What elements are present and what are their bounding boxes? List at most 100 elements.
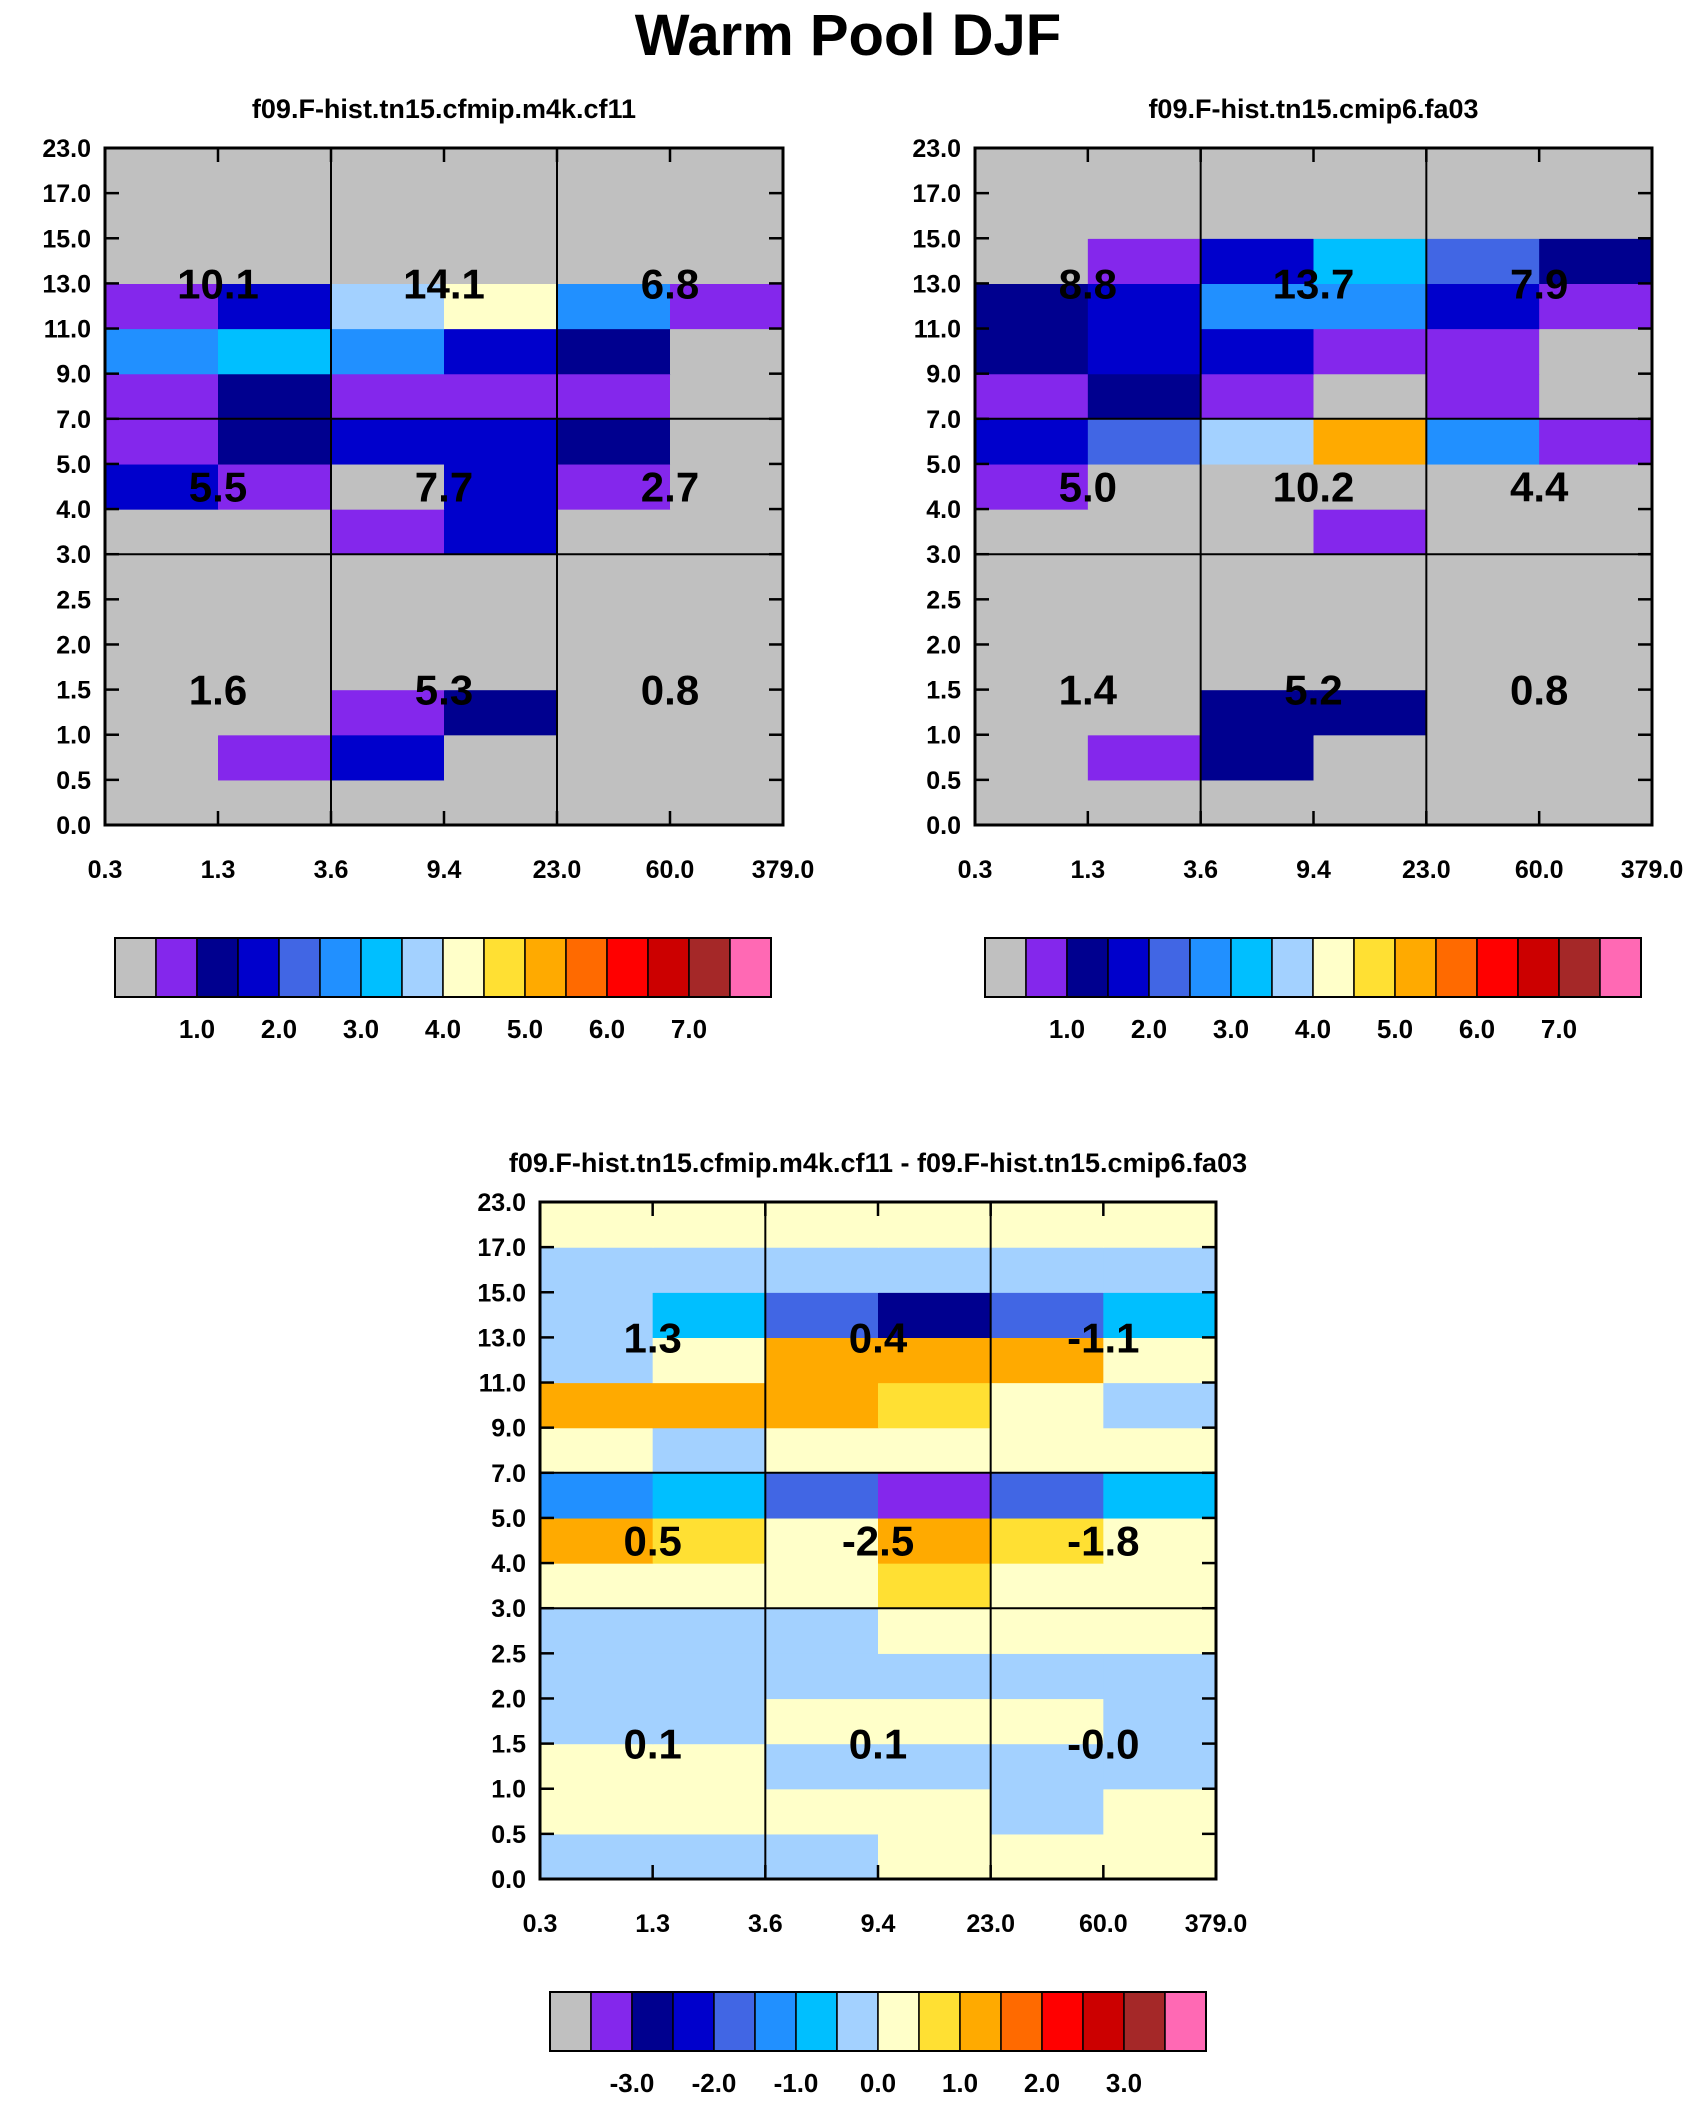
group-value-label: 10.1 bbox=[177, 260, 259, 307]
heatmap-cell bbox=[765, 1608, 879, 1654]
heatmap-cell bbox=[444, 599, 558, 646]
y-tick-label: 5.0 bbox=[56, 451, 91, 479]
group-value-label: 4.4 bbox=[1510, 464, 1569, 511]
y-tick-label: 1.0 bbox=[491, 1776, 526, 1804]
group-value-label: 1.3 bbox=[623, 1314, 681, 1361]
chart-panel-1: f09.F-hist.tn15.cfmip.m4k.cf110.00.51.01… bbox=[42, 94, 814, 1044]
heatmap-cell bbox=[218, 238, 332, 284]
colorbar-frame bbox=[549, 1991, 1207, 2052]
heatmap-cell bbox=[444, 463, 558, 510]
heatmap-cell bbox=[1313, 734, 1427, 781]
x-tick-label: 3.6 bbox=[1183, 856, 1218, 884]
figure-title: Warm Pool DJF bbox=[634, 3, 1062, 68]
heatmap-cell bbox=[1539, 644, 1653, 691]
heatmap-cell bbox=[218, 283, 332, 330]
heatmap-cell bbox=[218, 373, 332, 420]
heatmap-cell bbox=[878, 1563, 992, 1609]
colorbar-swatch bbox=[606, 937, 649, 998]
colorbar-label: 0.0 bbox=[860, 2068, 896, 2098]
group-value-label: 0.1 bbox=[849, 1721, 907, 1768]
heatmap-cell bbox=[557, 148, 671, 194]
x-tick-label: 9.4 bbox=[427, 856, 462, 884]
heatmap-cell bbox=[1313, 644, 1427, 691]
colorbar-frame bbox=[114, 937, 772, 998]
heatmap-cell bbox=[105, 509, 219, 555]
heatmap-cell bbox=[1313, 463, 1427, 510]
heatmap-cell bbox=[444, 283, 558, 330]
x-tick-label: 23.0 bbox=[1402, 856, 1451, 884]
heatmap-cell bbox=[765, 1472, 879, 1519]
colorbar-swatch bbox=[959, 1991, 1002, 2052]
heatmap-cell bbox=[331, 734, 445, 781]
heatmap-cell bbox=[652, 1608, 766, 1654]
heatmap-cell bbox=[1426, 283, 1540, 330]
heatmap-cell bbox=[1539, 734, 1653, 781]
heatmap-cell bbox=[218, 599, 332, 646]
heatmap-cell bbox=[975, 193, 1089, 239]
heatmap-cell bbox=[540, 1202, 654, 1248]
x-tick-label: 379.0 bbox=[752, 856, 815, 884]
heatmap-cell bbox=[1103, 1292, 1217, 1338]
heatmap-cell bbox=[975, 644, 1089, 691]
heatmap-cell bbox=[1087, 328, 1202, 375]
heatmap-cell bbox=[1103, 1427, 1217, 1474]
colorbar-frame bbox=[984, 937, 1642, 998]
y-tick-label: 2.0 bbox=[926, 631, 961, 659]
heatmap-cell bbox=[331, 599, 445, 646]
heatmap-cell bbox=[878, 1472, 992, 1519]
heatmap-cell bbox=[652, 1202, 766, 1248]
heatmap-cell bbox=[975, 238, 1089, 284]
colorbar-swatch bbox=[1312, 937, 1355, 998]
colorbar-label: 6.0 bbox=[589, 1014, 625, 1044]
heatmap-cell bbox=[990, 1382, 1104, 1429]
y-tick-label: 1.5 bbox=[926, 677, 961, 705]
heatmap-cell bbox=[557, 463, 671, 510]
colorbar-swatch bbox=[1041, 1991, 1084, 2052]
chart-panel-2: f09.F-hist.tn15.cmip6.fa03 0.0 0.5 1.0 1.5 2.… bbox=[912, 94, 1683, 1044]
heatmap-cell bbox=[105, 463, 219, 510]
heatmap-cell bbox=[975, 148, 1089, 194]
y-tick-label: 2.5 bbox=[491, 1640, 526, 1668]
heatmap-cell bbox=[1313, 509, 1427, 555]
heatmap-cell bbox=[557, 689, 671, 736]
heatmap-cell bbox=[765, 1382, 879, 1429]
heatmap-cell bbox=[331, 373, 445, 420]
heatmap-cell bbox=[540, 1833, 654, 1880]
heatmap-cell bbox=[1087, 734, 1202, 781]
group-value-label: 1.4 bbox=[1059, 667, 1118, 714]
heatmap-cell bbox=[765, 1292, 879, 1338]
heatmap-cell bbox=[540, 1563, 654, 1609]
heatmap-cell bbox=[105, 779, 219, 826]
colorbar-label: 1.0 bbox=[942, 2068, 978, 2098]
heatmap-cell bbox=[975, 509, 1089, 555]
colorbar-swatch bbox=[1107, 937, 1150, 998]
heatmap-cell bbox=[1200, 283, 1315, 330]
heatmap-cell bbox=[1200, 418, 1315, 465]
group-value-label: 0.4 bbox=[849, 1314, 908, 1361]
heatmap-cell bbox=[444, 418, 558, 465]
colorbar-swatch bbox=[196, 937, 239, 998]
y-tick-label: 0.5 bbox=[926, 767, 961, 795]
heatmap-cell bbox=[105, 554, 219, 600]
y-tick-label: 7.0 bbox=[491, 1460, 526, 1488]
heatmap-cell bbox=[540, 1427, 654, 1474]
heatmap-cell bbox=[540, 1337, 654, 1384]
heatmap-cell bbox=[444, 689, 558, 736]
heatmap-cell bbox=[105, 418, 219, 465]
heatmap-cell bbox=[878, 1337, 992, 1384]
heatmap-cell bbox=[331, 644, 445, 691]
heatmap-cell bbox=[765, 1247, 879, 1293]
y-tick-label: 1.0 bbox=[926, 722, 961, 750]
heatmap-cell bbox=[990, 1833, 1104, 1880]
colorbar-swatch bbox=[795, 1991, 838, 2052]
heatmap-cell bbox=[765, 1653, 879, 1700]
y-tick-label: 0.0 bbox=[491, 1866, 526, 1894]
heatmap-cell bbox=[975, 418, 1089, 465]
heatmap-cell bbox=[990, 1472, 1104, 1519]
group-value-label: -1.8 bbox=[1067, 1518, 1139, 1565]
heatmap-cell bbox=[652, 1653, 766, 1700]
colorbar-swatch bbox=[590, 1991, 633, 2052]
group-value-label: 14.1 bbox=[403, 260, 485, 307]
heatmap-cell bbox=[331, 463, 445, 510]
heatmap-cell bbox=[218, 644, 332, 691]
